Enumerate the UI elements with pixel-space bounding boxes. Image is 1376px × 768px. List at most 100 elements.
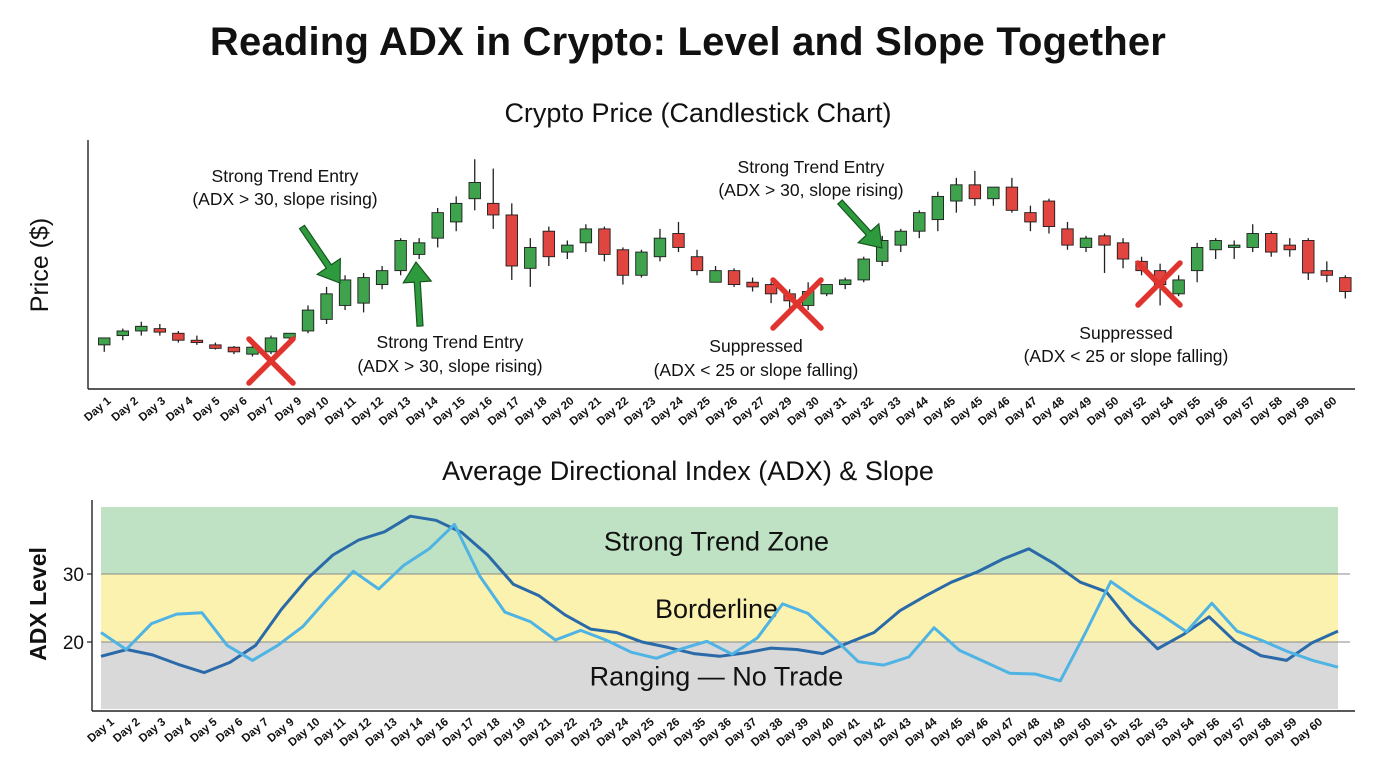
candle [98,337,111,346]
x-tick-label: Day 2 [111,716,142,745]
candle [1190,246,1204,272]
candle [1227,244,1241,248]
price-chart-title: Crypto Price (Candlestick Chart) [504,98,892,128]
candle [968,184,982,200]
candle [301,309,315,332]
x-tick-label: Day 7 [240,716,271,745]
annotation-heading: Strong Trend Entry [212,166,359,186]
arrow-icon [298,224,341,284]
candle [264,337,278,353]
candle [357,277,370,304]
candle [709,270,722,283]
annotation-condition: (ADX > 30, slope rising) [357,356,542,376]
slope-line [100,522,1339,683]
x-tick-label: Day 1 [86,716,118,745]
candle [598,228,611,255]
candle [542,230,556,258]
zone-label: Borderline [655,594,778,624]
annotation-condition: (ADX > 30, slope rising) [192,189,377,209]
annotation-condition: (ADX < 25 or slope falling) [654,360,859,380]
y-axis-label: ADX Level [25,547,51,661]
candle [450,202,463,223]
candle [1042,200,1056,228]
page-title: Reading ADX in Crypto: Level and Slope T… [209,20,1167,64]
candle [209,344,222,349]
candle [672,233,685,248]
candle [913,212,926,232]
candle [616,249,630,276]
candle [190,339,204,344]
annotation-heading: Suppressed [1079,323,1172,343]
candle [987,186,1000,200]
candle [116,330,129,337]
candle [690,256,704,272]
candle [764,284,778,295]
candle [931,195,945,221]
candle [857,258,870,281]
candle [172,332,185,341]
candle [283,332,296,339]
candle [1283,244,1296,251]
candle [839,279,852,286]
zone-band [101,507,1338,574]
candle [1246,233,1259,248]
candle [1302,240,1315,274]
candle [468,182,481,200]
candle [1079,237,1093,248]
x-tick-label: Day 5 [188,716,220,745]
candle [876,240,889,262]
x-tick-label: Day 6 [214,716,245,745]
annotation-heading: Strong Trend Entry [738,157,885,177]
cross-icon [770,277,824,331]
candle [320,293,333,320]
cross-icon [246,336,296,386]
annotation-condition: (ADX < 25 or slope falling) [1024,346,1229,366]
candle [579,228,593,244]
candle [820,284,833,295]
candle [1061,228,1074,246]
candle [1172,279,1185,295]
arrow-icon [836,199,883,249]
annotation-heading: Strong Trend Entry [377,332,524,352]
x-tick-label: Day 4 [163,716,195,745]
candle [505,214,518,267]
arrow-icon [402,260,433,327]
candle [561,244,574,253]
zone-band [101,642,1338,709]
candle [727,270,741,286]
candle [431,212,444,239]
candle [950,184,963,202]
candle [653,237,667,258]
candle [487,202,500,216]
zone-band [101,574,1338,642]
candle [1320,270,1333,276]
candle [153,328,167,333]
candle [524,246,537,269]
adx-line [100,514,1339,675]
candle [1005,186,1019,211]
candle [1339,277,1352,292]
candle [338,279,352,306]
candle [394,240,407,272]
x-tick-label: Day 3 [137,716,168,745]
candle [635,251,648,276]
zone-label: Strong Trend Zone [604,527,829,557]
annotation-condition: (ADX > 30, slope rising) [718,180,903,200]
candle [1209,240,1222,251]
candle [375,270,389,286]
candle [1024,212,1037,223]
zone-label: Ranging — No Trade [590,662,844,692]
candle [135,325,148,332]
y-axis-label: Price ($) [26,218,54,312]
candle [1116,242,1130,260]
y-tick-label: 30 [63,565,84,586]
candle [746,281,759,288]
candle [894,230,907,246]
candle [227,346,241,353]
annotation-heading: Suppressed [709,336,802,356]
y-tick-label: 20 [63,633,84,654]
candle [1265,233,1278,253]
adx-chart-title: Average Directional Index (ADX) & Slope [442,456,934,486]
